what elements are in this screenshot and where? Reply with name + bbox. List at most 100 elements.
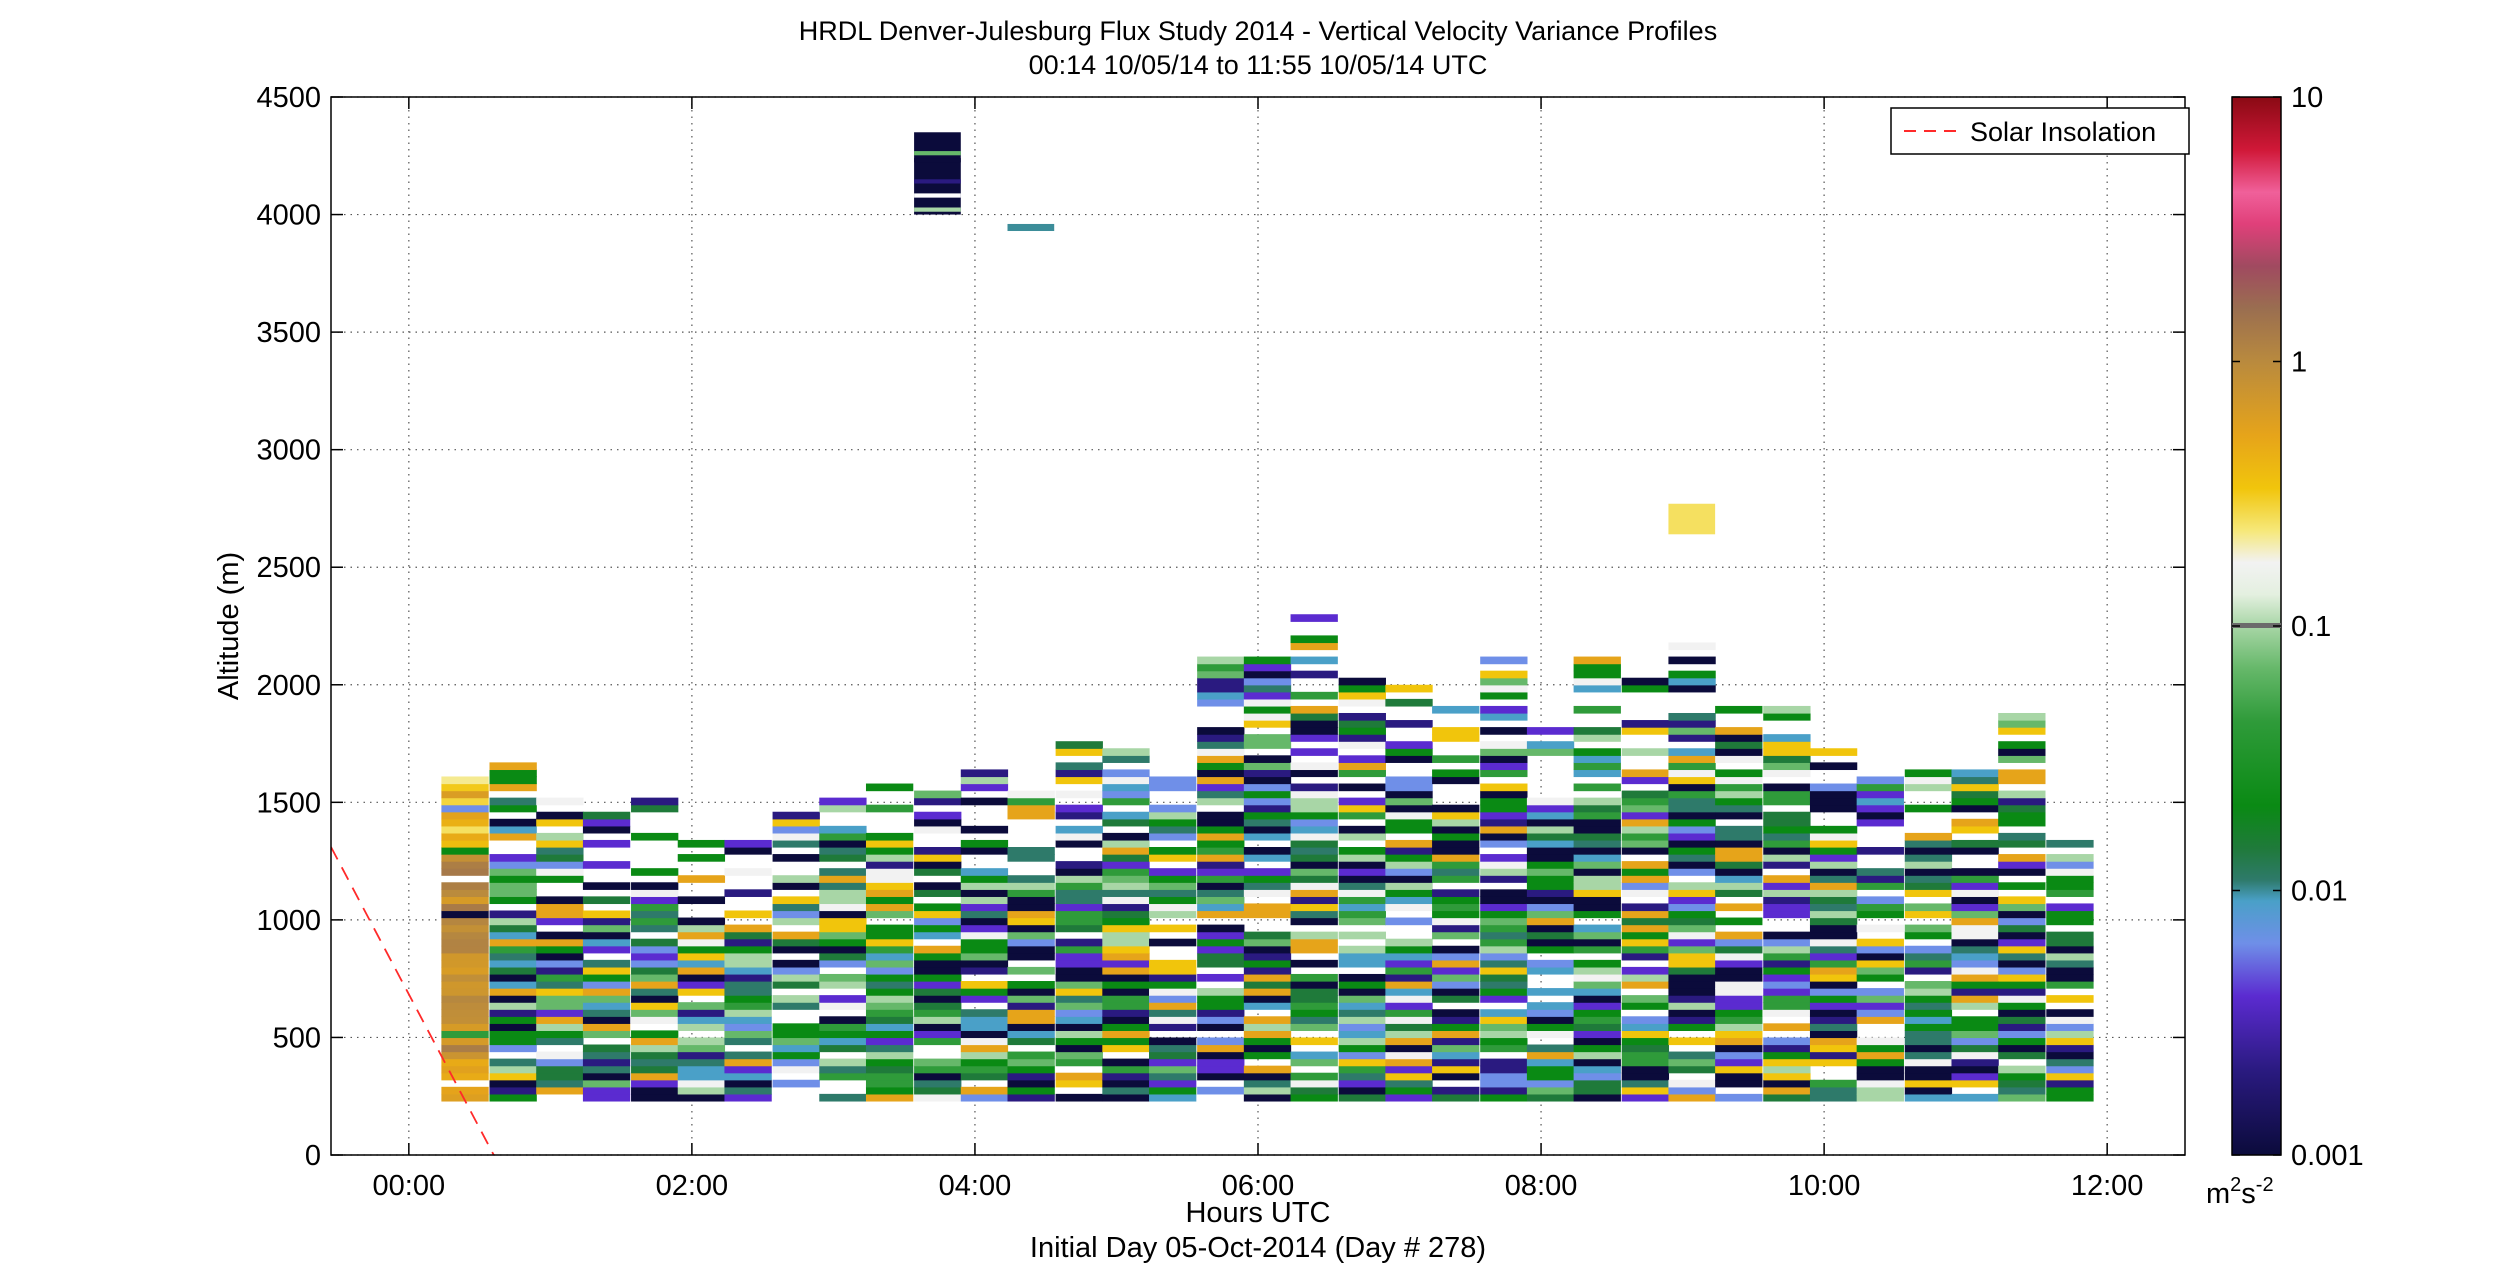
variance-cell-p10-b42 [914,797,962,806]
variance-cell-p2-b23 [536,931,584,940]
variance-cell-p5-b34 [677,854,726,862]
variance-cell-p11-b7 [960,1044,1009,1053]
variance-cell-p14-b23 [1102,931,1150,940]
variance-cell-p20-b31 [1385,875,1433,883]
variance-cell-p33-b25 [1998,917,2046,926]
variance-cell-p27-b44 [1715,783,1763,792]
variance-cell-p21-b52 [1432,727,1480,735]
colorbar-tick-label-0: 0.001 [2291,1140,2364,1172]
variance-cell-p13-b36 [1055,839,1103,848]
variance-cell-p26-b17 [1668,973,1716,982]
variance-cell-p30-b39 [1856,818,1904,827]
variance-cell-p10-b16 [914,981,962,989]
variance-cell-p4-b8 [631,1037,679,1046]
variance-cell-p6-b0 [724,1093,772,1102]
variance-cell-p17-b62 [1243,656,1292,665]
variance-cell-p27-b13 [1715,1002,1763,1010]
variance-cell-p2-b3 [536,1072,584,1081]
variance-cell-p1-b44 [489,783,537,792]
variance-cell-p11-b3 [960,1072,1009,1081]
variance-cell-p24-b9 [1573,1030,1621,1039]
variance-cell-p24-b15 [1573,988,1621,996]
variance-cell-p16-b20 [1197,952,1245,961]
variance-cell-p33-b34 [1998,854,2046,862]
variance-cell-p16-b61 [1197,663,1245,672]
variance-cell-p31-b3 [1904,1072,1953,1081]
variance-cell-p32-b2 [1951,1079,1999,1088]
variance-cell-p11-b6 [960,1051,1009,1060]
variance-cell-p20-b12 [1385,1009,1433,1017]
variance-cell-p28-b4 [1763,1065,1811,1074]
variance-cell-p13-b13 [1055,1002,1103,1010]
variance-cell-p28-b46 [1763,769,1811,778]
variance-cell-p1-b7 [489,1044,537,1053]
variance-cell-p0-b35 [441,847,489,855]
variance-cell-p3-b2 [582,1079,631,1088]
variance-cell-p16-b60 [1197,670,1245,679]
variance-cell-p6-b2 [724,1079,772,1088]
variance-cell-p20-b43 [1385,790,1433,799]
variance-cell-p6-b21 [724,945,772,954]
variance-cell-p16-b47 [1197,762,1245,771]
variance-cell-p26-b35 [1668,847,1716,855]
variance-cell-p11-b4 [960,1065,1009,1074]
variance-cell-p11-b10 [960,1023,1009,1031]
variance-cell-p22-b2 [1480,1079,1528,1088]
variance-cell-p24-b34 [1573,854,1621,862]
variance-cell-p9-b22 [865,938,914,947]
variance-cell-p30-b21 [1856,945,1904,954]
variance-cell-p24-b51 [1573,734,1621,742]
variance-cell-p21-b36 [1432,839,1480,848]
x-axis-ticks: 00:00 02:00 04:00 06:00 08:00 10:00 12:00 [373,97,2143,1202]
variance-cell-p20-b36 [1385,839,1433,848]
variance-cell-p31-b18 [1904,966,1953,975]
variance-cell-p32-b30 [1951,882,1999,890]
variance-cell-p18-b54 [1290,712,1338,721]
variance-cell-p20-b25 [1385,917,1433,926]
variance-cell-p22-b58 [1480,684,1528,693]
variance-cell-p31-b33 [1904,861,1953,869]
variance-cell-p22-b34 [1480,854,1528,862]
variance-cell-p12-b11 [1007,1016,1055,1024]
variance-cell-p1-b25 [489,917,537,926]
variance-cell-p25-b32 [1621,868,1670,876]
variance-cell-p14-b9 [1102,1030,1150,1039]
variance-cell-p2-b21 [536,945,584,954]
variance-cell-p27-b33 [1715,861,1763,869]
variance-cell-p25-b10 [1621,1023,1670,1031]
variance-cell-p1-b39 [489,818,537,827]
variance-cell-p32-b14 [1951,995,1999,1003]
y-tick-label-4: 2000 [256,670,321,702]
variance-cell-p20-b40 [1385,811,1433,820]
variance-cell-p26-b30 [1668,882,1716,890]
variance-cell-p25-b27 [1621,903,1670,912]
variance-cell-p23-b35 [1526,847,1575,855]
variance-cell-p26-b45 [1668,776,1716,785]
variance-cell-p27-b35 [1715,847,1763,855]
variance-cell-p13-b32 [1055,868,1103,876]
variance-cell-p34-b16 [2046,981,2094,989]
variance-cell-p28-b27 [1763,903,1811,912]
variance-cell-p1-b28 [489,896,537,905]
variance-cell-p18-b13 [1290,1002,1338,1010]
variance-cell-p8-b20 [819,952,867,961]
variance-cell-p26-b54 [1668,712,1716,721]
variance-cell-p24-b46 [1573,769,1621,778]
variance-cell-p32-b0 [1951,1093,1999,1102]
variance-cell-p19-b48 [1338,755,1386,763]
variance-cell-p19-b42 [1338,797,1386,806]
variance-cell-p20-b35 [1385,847,1433,855]
variance-cell-p28-b42 [1763,797,1811,806]
variance-cell-p19-b12 [1338,1009,1386,1017]
variance-cell-p14-b15 [1102,988,1150,996]
variance-cell-p31-b32 [1904,868,1953,876]
variance-cell-p15-b4 [1149,1065,1197,1074]
variance-cell-p15-b18 [1149,966,1197,975]
variance-cell-p5-b1 [677,1086,726,1095]
variance-cell-p22-b9 [1480,1030,1528,1039]
variance-cell-p9-b31 [865,875,914,883]
variance-cell-p30-b0 [1856,1093,1904,1102]
variance-cell-p29-b19 [1809,959,1858,968]
variance-cell-p29-b43 [1809,790,1858,799]
